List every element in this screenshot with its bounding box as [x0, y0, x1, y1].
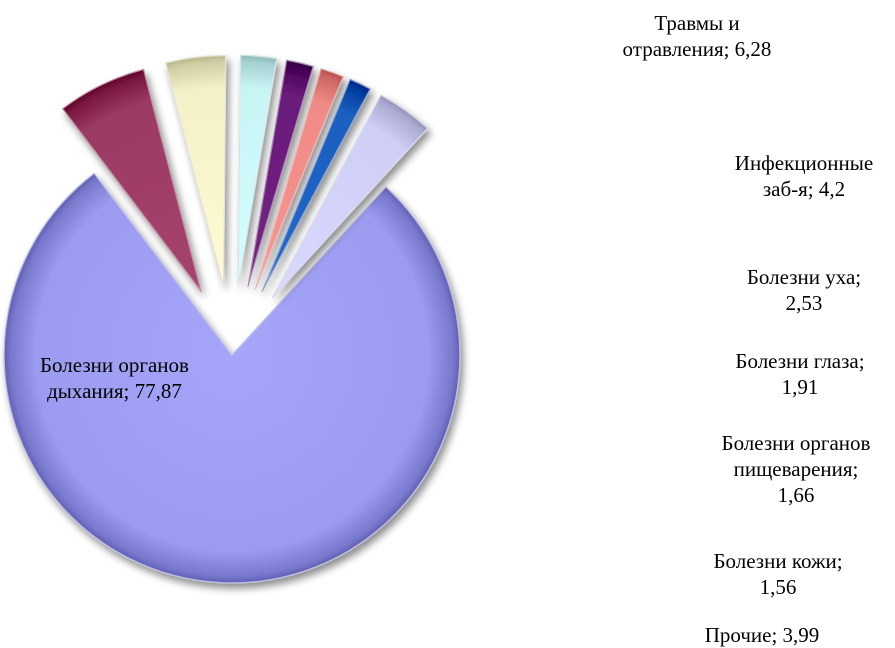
pie-slice-highlight-injuries — [61, 68, 203, 293]
slice-label-respiratory: Болезни органов дыхания; 77,87 — [40, 352, 189, 404]
slice-label-injuries-line2: отравления; 6,28 — [622, 37, 772, 61]
pie-slice-highlight-other — [271, 94, 429, 299]
slice-label-ear: Болезни уха; 2,53 — [724, 264, 884, 316]
pie-slice-highlight-eye — [247, 59, 315, 288]
slice-label-eye-line1: Болезни глаза; — [735, 349, 865, 373]
pie-slices — [3, 54, 461, 584]
slice-label-skin-line1: Болезни кожи; — [713, 549, 843, 573]
slice-label-skin: Болезни кожи; 1,56 — [688, 548, 868, 600]
slice-label-digestive: Болезни органов пищеварения; 1,66 — [698, 430, 894, 508]
slice-label-respiratory-line1: Болезни органов — [40, 353, 189, 377]
slice-label-eye-line2: 1,91 — [781, 375, 819, 399]
slice-label-digestive-line3: 1,66 — [777, 483, 815, 507]
slice-label-injuries-line1: Травмы и — [654, 11, 740, 35]
slice-label-infectious-line1: Инфекционные — [734, 151, 874, 175]
slice-label-digestive-line2: пищеварения; — [733, 457, 859, 481]
slice-label-injuries: Травмы и отравления; 6,28 — [612, 10, 782, 62]
pie-slice-highlight-ear — [237, 54, 278, 286]
slice-label-skin-line2: 1,56 — [759, 575, 797, 599]
slice-label-infectious-line2: заб-я; 4,2 — [762, 177, 846, 201]
slice-label-other-line1: Прочие; 3,99 — [704, 623, 820, 647]
pie-slice-highlight-digestive — [254, 67, 345, 290]
pie-slice-highlight-skin — [261, 78, 372, 293]
slice-label-ear-line1: Болезни уха; — [746, 265, 862, 289]
slice-label-respiratory-line2: дыхания; 77,87 — [47, 379, 182, 403]
slice-label-ear-line2: 2,53 — [785, 291, 823, 315]
pie-slice-highlight-respiratory — [3, 172, 461, 584]
slice-label-eye: Болезни глаза; 1,91 — [712, 348, 888, 400]
slice-label-digestive-line1: Болезни органов — [721, 431, 871, 455]
slice-label-other: Прочие; 3,99 — [676, 622, 848, 648]
pie-slice-highlight-infectious — [164, 54, 227, 286]
slice-label-infectious: Инфекционные заб-я; 4,2 — [714, 150, 894, 202]
